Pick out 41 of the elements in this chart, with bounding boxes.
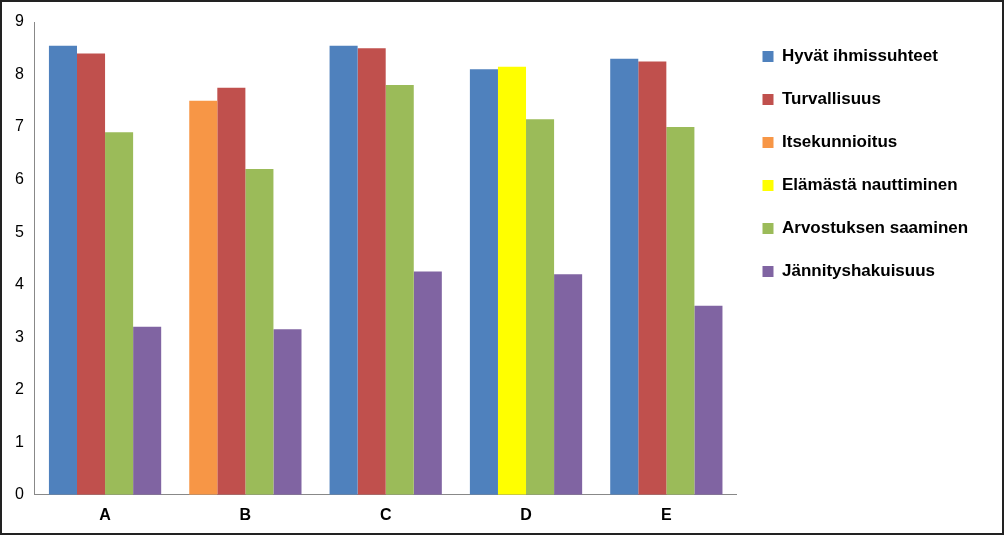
y-tick-label: 3 <box>14 327 24 345</box>
bar <box>526 119 555 495</box>
y-tick-label: 0 <box>14 485 24 503</box>
legend-label: Itsekunnioitus <box>782 132 898 152</box>
legend-label: Elämästä nauttiminen <box>782 175 958 195</box>
legend-label: Arvostuksen saaminen <box>782 218 969 238</box>
bar <box>554 274 583 495</box>
x-tick-label: B <box>239 505 252 523</box>
legend-label: Turvallisuus <box>782 89 881 109</box>
bar <box>217 87 246 495</box>
bar <box>638 61 667 495</box>
y-tick-label: 9 <box>14 12 24 30</box>
bar <box>357 48 386 495</box>
bar <box>133 326 162 495</box>
bar <box>329 45 358 495</box>
bar <box>385 85 414 495</box>
x-tick-label: A <box>99 505 112 523</box>
bar <box>469 69 498 495</box>
bar <box>105 132 134 495</box>
bar <box>497 66 527 495</box>
bar <box>273 329 302 495</box>
y-tick-label: 2 <box>14 380 24 398</box>
y-tick-label: 5 <box>14 222 24 240</box>
bar <box>77 53 106 495</box>
bar <box>666 127 695 495</box>
bar <box>694 305 723 495</box>
x-tick-label: C <box>379 505 392 523</box>
y-tick-label: 1 <box>14 432 24 450</box>
x-tick-label: E <box>661 505 672 523</box>
bar <box>413 271 442 495</box>
y-tick-label: 4 <box>14 275 24 293</box>
bar <box>189 100 218 495</box>
y-tick-label: 8 <box>14 64 24 82</box>
y-tick-label: 7 <box>14 117 24 135</box>
bar <box>48 45 77 495</box>
legend-label: Hyvät ihmissuhteet <box>782 46 939 66</box>
x-tick-label: D <box>520 505 532 523</box>
y-tick-label: 6 <box>14 170 24 188</box>
legend-label: Jännityshakuisuus <box>782 261 936 281</box>
bar <box>245 169 274 495</box>
bar <box>610 58 639 495</box>
